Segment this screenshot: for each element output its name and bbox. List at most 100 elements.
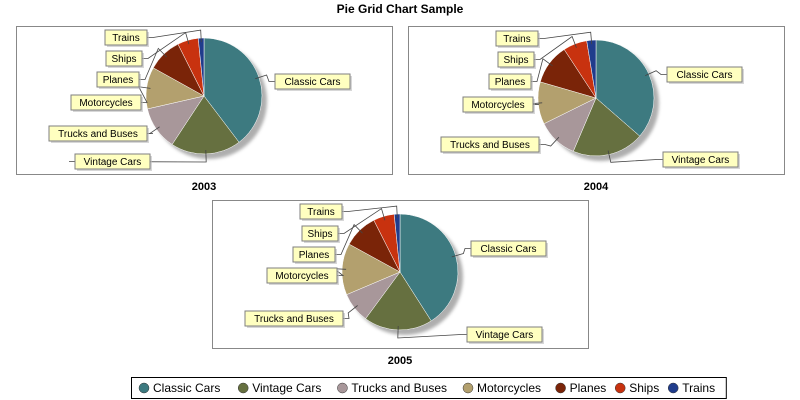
label-text: Ships xyxy=(307,229,332,240)
legend-swatch xyxy=(614,382,626,394)
legend-label: Trucks and Buses xyxy=(351,381,447,395)
legend-label: Planes xyxy=(570,381,607,395)
label-box xyxy=(495,30,539,47)
legend-swatch xyxy=(237,382,249,394)
legend-item-classic-cars: Classic Cars xyxy=(138,381,220,395)
label-text: Planes xyxy=(103,75,134,86)
label-text: Vintage Cars xyxy=(672,155,730,166)
label-text: Ships xyxy=(503,55,528,66)
slice-label-motorcycles: Motorcycles xyxy=(266,267,347,285)
label-text: Trains xyxy=(503,34,530,45)
panel-title: 2005 xyxy=(388,355,412,367)
label-text: Planes xyxy=(299,250,330,261)
slice-label-classic-cars: Classic Cars xyxy=(451,240,548,258)
label-box xyxy=(299,203,343,220)
pie-panel-2005: Classic Cars Vintage Cars Trucks and Buses… xyxy=(212,200,589,367)
slice-label-motorcycles: Motorcycles xyxy=(70,86,151,112)
slice-label-trucks-and-buses: Trucks and Buses xyxy=(244,305,358,328)
label-text: Trucks and Buses xyxy=(450,140,530,151)
label-box xyxy=(440,136,540,153)
legend-swatch xyxy=(555,382,566,394)
slice-label-planes: Planes xyxy=(96,47,167,89)
label-leader-line xyxy=(538,31,593,45)
label-text: Trains xyxy=(307,207,334,218)
slice-label-trains: Trains xyxy=(495,30,593,48)
label-leader-line xyxy=(142,31,190,59)
slice-label-ships: Ships xyxy=(301,207,386,243)
legend-item-vintage-cars: Vintage Cars xyxy=(237,381,321,395)
legend-label: Ships xyxy=(629,381,659,395)
slice-label-planes: Planes xyxy=(292,223,363,264)
label-box xyxy=(666,66,743,83)
legend-swatch xyxy=(667,382,679,394)
label-text: Trucks and Buses xyxy=(254,314,334,325)
label-leader-line xyxy=(607,150,663,163)
legend-swatch xyxy=(138,382,150,394)
label-text: Ships xyxy=(111,54,136,65)
label-box xyxy=(462,96,534,113)
label-leader-line xyxy=(147,29,202,43)
label-box xyxy=(662,151,739,168)
legend-label: Vintage Cars xyxy=(252,381,321,395)
label-leader-line xyxy=(397,325,467,339)
slice-label-vintage-cars: Vintage Cars xyxy=(607,150,740,169)
label-box xyxy=(104,29,148,46)
label-box xyxy=(466,326,543,343)
label-leader-line xyxy=(342,205,398,219)
label-box xyxy=(105,50,143,67)
label-box xyxy=(301,225,339,242)
label-leader-line xyxy=(335,223,363,255)
slice-label-ships: Ships xyxy=(105,31,190,68)
label-leader-line xyxy=(147,126,160,135)
label-leader-line xyxy=(343,305,358,319)
label-leader-line xyxy=(531,58,553,82)
label-text: Vintage Cars xyxy=(84,157,142,168)
label-box xyxy=(470,240,547,257)
label-text: Vintage Cars xyxy=(476,330,534,341)
panel-title: 2003 xyxy=(192,181,216,193)
label-leader-line xyxy=(255,74,275,82)
label-text: Trucks and Buses xyxy=(58,129,138,140)
label-box xyxy=(266,267,338,284)
chart-title: Pie Grid Chart Sample xyxy=(337,2,464,16)
slice-label-vintage-cars: Vintage Cars xyxy=(68,149,207,171)
slice-label-planes: Planes xyxy=(488,58,553,91)
label-text: Motorcycles xyxy=(79,98,132,109)
label-box xyxy=(274,73,351,90)
label-leader-line xyxy=(451,248,471,258)
legend-item-planes: Planes xyxy=(555,381,607,395)
slice-label-trains: Trains xyxy=(104,29,202,47)
label-box xyxy=(488,73,532,90)
label-leader-line xyxy=(139,47,167,80)
label-text: Motorcycles xyxy=(275,271,328,282)
legend: Classic Cars Vintage Cars Trucks and Buses… xyxy=(131,377,727,399)
slice-label-classic-cars: Classic Cars xyxy=(255,73,352,91)
legend-item-trains: Trains xyxy=(667,381,715,395)
label-text: Classic Cars xyxy=(480,244,536,255)
slice-label-vintage-cars: Vintage Cars xyxy=(397,325,544,344)
legend-item-trucks-and-buses: Trucks and Buses xyxy=(337,381,447,395)
pie-panel-2004: Classic Cars Vintage Cars Trucks and Buses… xyxy=(408,26,785,193)
label-leader-line xyxy=(645,70,667,76)
legend-swatch xyxy=(337,382,348,394)
label-leader-line xyxy=(137,86,151,103)
legend-item-motorcycles: Motorcycles xyxy=(462,381,541,395)
slice-label-motorcycles: Motorcycles xyxy=(462,96,543,114)
legend-label: Trains xyxy=(682,381,715,395)
legend-frame xyxy=(131,377,727,399)
slice-label-ships: Ships xyxy=(497,35,577,69)
pie-panels: Classic Cars Vintage Cars Trucks and Buses… xyxy=(16,26,785,367)
legend-label: Motorcycles xyxy=(477,381,541,395)
label-text: Classic Cars xyxy=(284,77,340,88)
legend-item-ships: Ships xyxy=(614,381,659,395)
label-box xyxy=(96,71,140,88)
legend-swatch xyxy=(462,382,474,394)
label-box xyxy=(74,153,151,170)
label-box xyxy=(70,94,142,111)
slice-label-trucks-and-buses: Trucks and Buses xyxy=(48,125,160,143)
legend-label: Classic Cars xyxy=(153,381,220,395)
label-box xyxy=(48,125,148,142)
label-text: Trains xyxy=(112,33,139,44)
pie-panel-2003: Classic Cars Vintage Cars Trucks and Buses… xyxy=(16,26,393,193)
